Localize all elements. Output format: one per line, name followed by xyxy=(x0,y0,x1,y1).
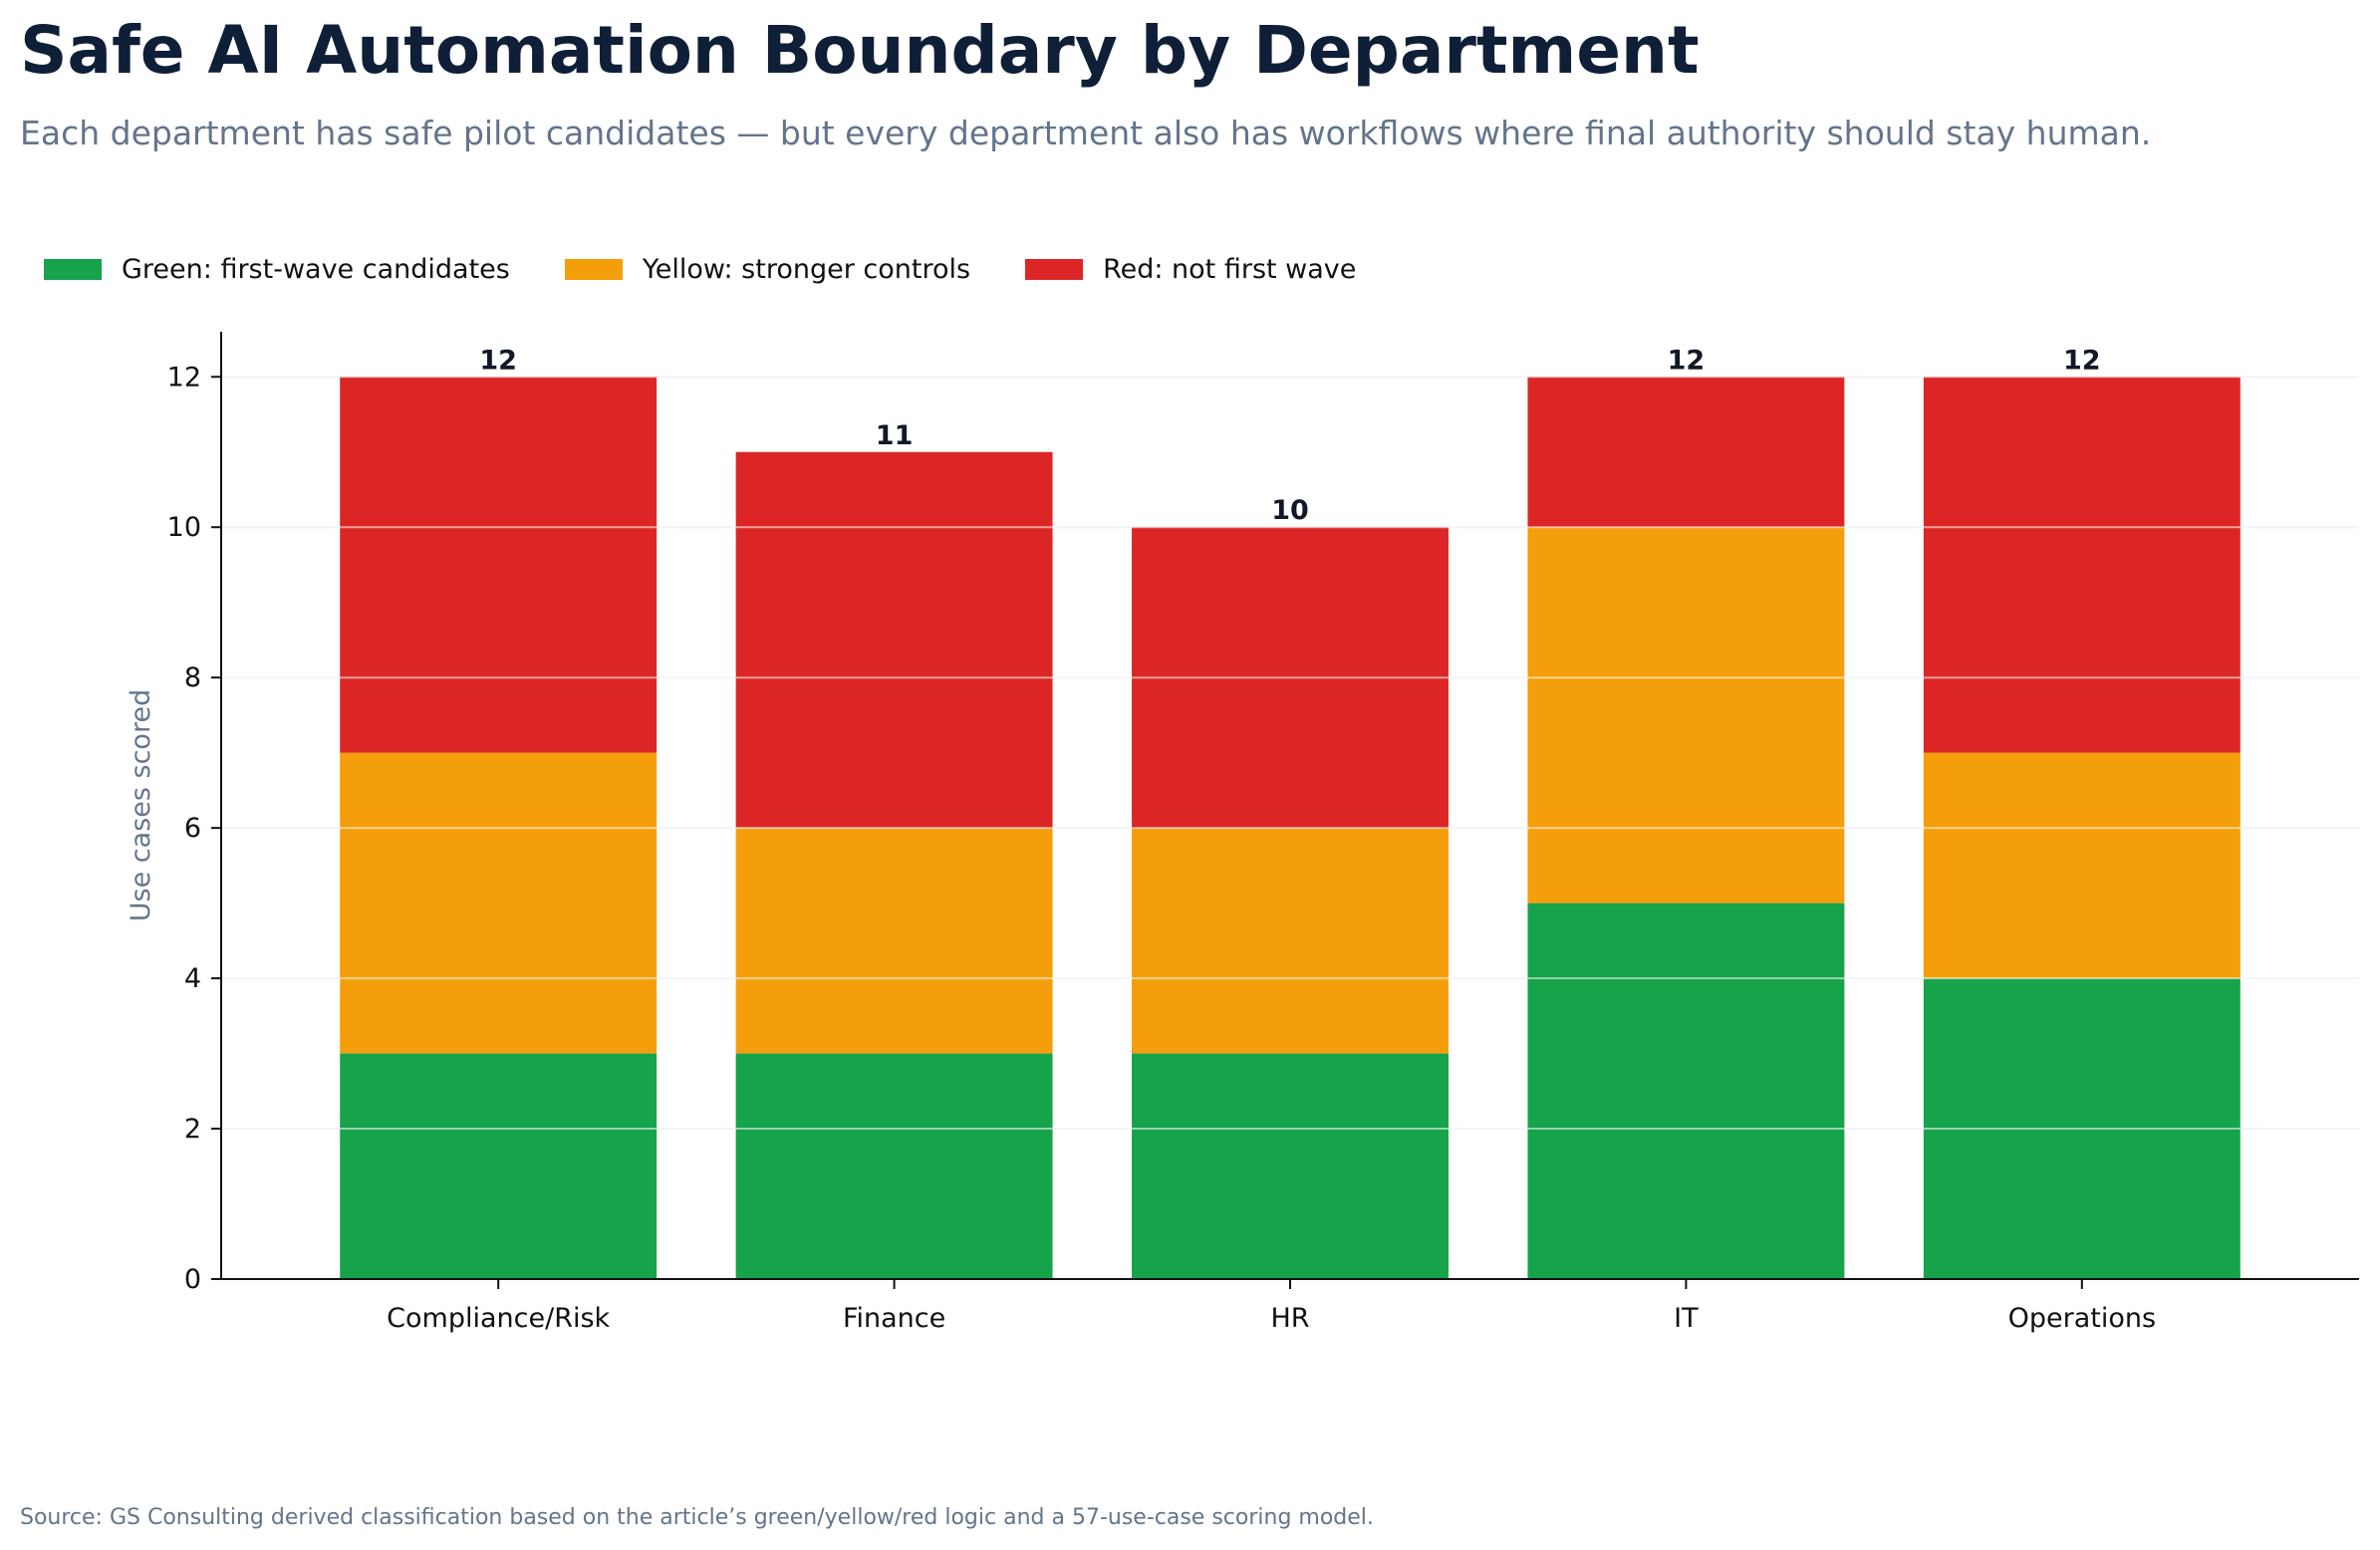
bar-compliance-risk-series-1 xyxy=(340,752,658,1054)
legend-swatch-green xyxy=(44,259,102,280)
bar-finance-series-0 xyxy=(735,1053,1053,1279)
bar-hr-series-0 xyxy=(1132,1053,1449,1279)
bar-compliance-risk-series-2 xyxy=(340,377,658,753)
chart-legend: Green: first-wave candidates Yellow: str… xyxy=(44,254,1411,285)
y-tick-label: 6 xyxy=(184,813,201,844)
legend-swatch-red xyxy=(1025,259,1084,280)
total-label-it: 12 xyxy=(1668,345,1706,376)
x-tick-label: Finance xyxy=(843,1303,945,1334)
source-note: Source: GS Consulting derived classifica… xyxy=(20,1505,1374,1530)
axes xyxy=(211,332,2359,1289)
legend-item-yellow: Yellow: stronger controls xyxy=(564,254,971,285)
x-tick-label: IT xyxy=(1674,1303,1699,1334)
gridlines-overlay xyxy=(221,376,2359,1131)
total-label-compliance-risk: 12 xyxy=(479,345,517,376)
bar-operations-series-1 xyxy=(1923,752,2241,979)
x-tick-label: Compliance/Risk xyxy=(387,1303,610,1334)
y-tick-label: 8 xyxy=(184,662,201,693)
bar-it-series-2 xyxy=(1527,377,1845,528)
bar-it-series-1 xyxy=(1527,527,1845,904)
y-tick-label: 12 xyxy=(167,362,201,392)
bar-compliance-risk-series-0 xyxy=(340,1053,658,1279)
x-tick-label: HR xyxy=(1270,1303,1309,1334)
legend-label-yellow: Yellow: stronger controls xyxy=(642,254,971,285)
y-axis-label: Use cases scored xyxy=(126,689,156,921)
y-tick-label: 4 xyxy=(184,963,201,994)
y-tick-label: 0 xyxy=(184,1264,201,1295)
bar-it-series-0 xyxy=(1527,903,1845,1279)
bar-hr-series-1 xyxy=(1132,828,1449,1054)
legend-item-green: Green: first-wave candidates xyxy=(44,254,510,285)
y-tick-label: 10 xyxy=(167,512,201,543)
legend-label-green: Green: first-wave candidates xyxy=(122,254,510,285)
bar-finance-series-1 xyxy=(735,828,1053,1054)
labels: 12 Compliance/Risk 11 Finance 10 HR 12 IT 12 Oper… xyxy=(126,345,2156,1334)
bar-operations-series-2 xyxy=(1923,377,2241,753)
x-tick-label: Operations xyxy=(2008,1303,2156,1334)
total-label-finance: 11 xyxy=(876,420,914,451)
total-label-hr: 10 xyxy=(1271,495,1309,526)
chart-title: Safe AI Automation Boundary by Departmen… xyxy=(20,12,1700,89)
legend-label-red: Red: not first wave xyxy=(1103,254,1357,285)
y-tick-label: 2 xyxy=(184,1114,201,1145)
legend-swatch-yellow xyxy=(564,259,623,280)
bar-finance-series-2 xyxy=(735,451,1053,829)
legend-item-red: Red: not first wave xyxy=(1025,254,1356,285)
total-label-operations: 12 xyxy=(2063,345,2101,376)
chart-subtitle: Each department has safe pilot candidate… xyxy=(20,114,2152,152)
